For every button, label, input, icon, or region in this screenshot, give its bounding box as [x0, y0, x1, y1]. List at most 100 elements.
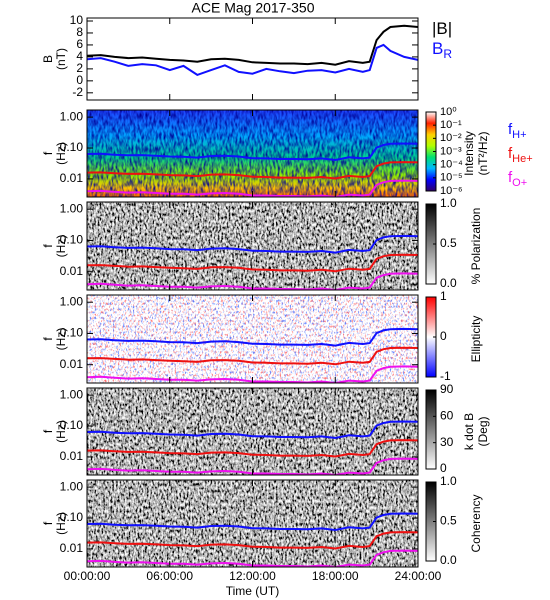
y-label: f	[41, 521, 55, 525]
spectrogram-blue	[87, 295, 418, 383]
colorbar-tick-label: 0.5	[440, 514, 457, 528]
colorbar-tick-label: 10⁻¹	[440, 119, 462, 131]
data-line	[87, 457, 418, 475]
y-tick-label: 4	[76, 49, 83, 63]
y-unit: (Hz)	[54, 142, 68, 165]
colorbar-tick-label: 60	[440, 409, 454, 423]
colorbar-tick-label: 1	[440, 289, 447, 303]
colorbar-tick-label: 10⁻⁶	[440, 185, 463, 197]
plot-frame	[86, 17, 419, 101]
data-line	[87, 512, 418, 532]
spectrogram	[87, 480, 418, 567]
colorbar-tick-label: -1	[440, 369, 451, 383]
data-line	[87, 272, 418, 290]
y-unit: (Hz)	[54, 328, 68, 351]
colorbar-label: % Polarization	[469, 208, 483, 285]
legend-name: f	[508, 145, 513, 162]
y-tick-label: 1.00	[60, 294, 84, 308]
legend-entry: fHe+	[508, 145, 533, 165]
legend-entry: fH+	[508, 121, 527, 141]
y-tick-label: 1.00	[60, 479, 84, 493]
y-label: f	[41, 244, 55, 248]
legend-sub: O+	[512, 177, 527, 189]
data-line	[87, 24, 418, 66]
data-line	[87, 142, 418, 162]
data-line	[87, 439, 418, 458]
spectrogram-noise	[87, 110, 418, 197]
colorbar-tick-label: 1.0	[440, 196, 457, 210]
y-tick-label: 6	[76, 37, 83, 51]
y-tick-label: 2	[76, 61, 83, 75]
colorbar-tick-label: 10⁻²	[440, 132, 462, 144]
data-line	[87, 531, 418, 550]
colorbar-unit: (nT²/Hz)	[476, 132, 490, 176]
x-tick-label: 12:00:00	[229, 569, 276, 583]
legend-entry: fO+	[508, 169, 527, 189]
colorbar-tick-label: 0	[440, 461, 447, 475]
colorbar-tick-label: 10⁰	[440, 106, 457, 118]
y-tick-label: 0.10	[60, 418, 84, 432]
y-tick-label: 0.10	[60, 510, 84, 524]
data-line	[87, 161, 418, 180]
x-tick-label: 00:00:00	[64, 569, 111, 583]
y-tick-label: -2	[72, 85, 83, 99]
spectrogram	[87, 202, 418, 290]
y-tick-label: 0.01	[60, 264, 84, 278]
y-tick-label: 8	[76, 25, 83, 39]
x-tick-label: 18:00:00	[312, 569, 359, 583]
legend-name: f	[508, 121, 513, 138]
y-tick-label: 1.00	[60, 387, 84, 401]
y-tick-label: 0.01	[60, 449, 84, 463]
colorbar-tick-label: 0	[440, 329, 447, 343]
legend-name: B	[432, 39, 443, 58]
x-tick-label: 24:00:00	[395, 569, 442, 583]
y-label: f	[41, 151, 55, 155]
x-label: Time (UT)	[226, 584, 280, 598]
data-line	[87, 234, 418, 254]
colorbar-label: k dot B	[462, 413, 476, 450]
colorbar-tick-label: 10⁻³	[440, 145, 462, 157]
y-tick-label: 0.01	[60, 171, 84, 185]
colorbar-tick-label: 90	[440, 382, 454, 396]
y-tick-label: 0.10	[60, 140, 84, 154]
colorbar-tick-label: 1.0	[440, 474, 457, 488]
x-tick-label: 06:00:00	[146, 569, 193, 583]
colorbar-label: Intensity	[462, 131, 476, 176]
colorbar-tick-label: 0.5	[440, 236, 457, 250]
legend-sub: H+	[512, 129, 526, 141]
data-line	[87, 346, 418, 366]
y-tick-label: 0.10	[60, 233, 84, 247]
y-tick-label: 0.01	[60, 541, 84, 555]
data-line	[87, 420, 418, 440]
colorbar-tick-label: 0.0	[440, 276, 457, 290]
y-unit: (Hz)	[54, 235, 68, 258]
data-line	[87, 253, 418, 273]
y-tick-label: 1.00	[60, 109, 84, 123]
legend-entry: BR	[432, 39, 452, 61]
y-tick-label: 0	[76, 73, 83, 87]
y-tick-label: 0.10	[60, 326, 84, 340]
legend-entry: |B|	[432, 19, 452, 38]
data-line	[87, 179, 418, 197]
y-tick-label: 0.01	[60, 357, 84, 371]
data-line	[87, 365, 418, 383]
legend-sub: He+	[512, 153, 533, 165]
legend-name: f	[508, 169, 513, 186]
legend-sub: R	[443, 47, 452, 61]
spectrogram	[87, 388, 418, 475]
y-label: f	[41, 337, 55, 341]
y-unit: (nT)	[54, 48, 68, 70]
colorbar-tick-label: 10⁻⁵	[440, 172, 463, 184]
colorbar-tick-label: 0.0	[440, 553, 457, 567]
colorbar-unit: (Deg)	[476, 416, 490, 446]
colorbar-tick-label: 30	[440, 435, 454, 449]
y-unit: (Hz)	[54, 512, 68, 535]
data-line	[87, 327, 418, 347]
colorbar-tick-label: 10⁻⁴	[440, 159, 463, 171]
data-line	[87, 549, 418, 567]
colorbar-label: Coherency	[469, 494, 483, 552]
legend-name: |B|	[432, 19, 452, 38]
y-tick-label: 10	[70, 13, 84, 27]
chart-title: ACE Mag 2017-350	[192, 0, 315, 16]
colorbar-label: Ellipticity	[469, 316, 483, 363]
